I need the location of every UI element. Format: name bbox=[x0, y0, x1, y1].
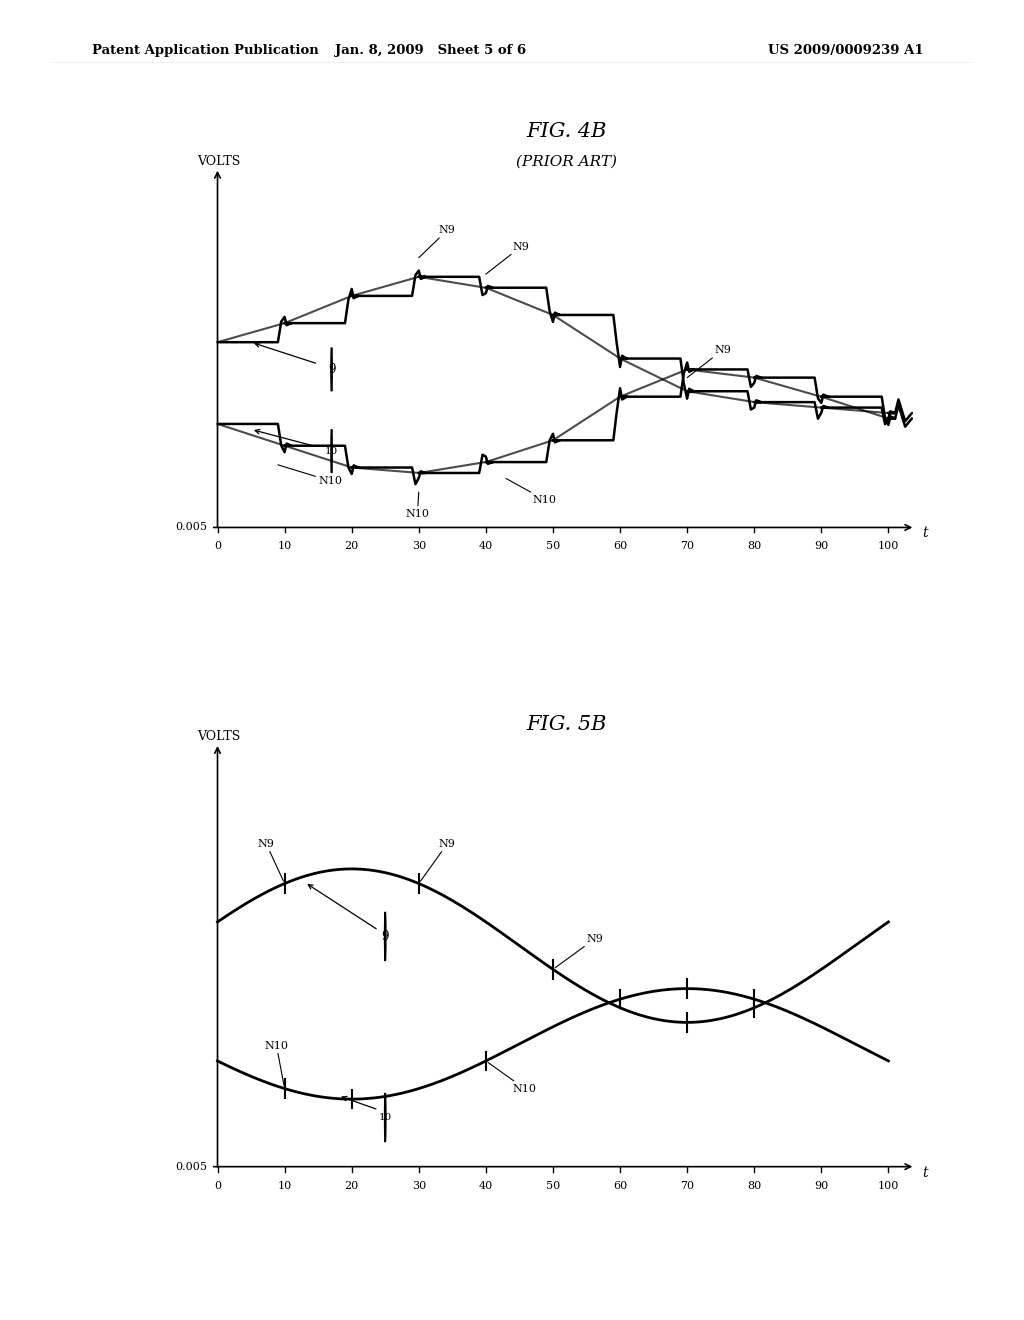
Text: 90: 90 bbox=[814, 1181, 828, 1192]
Text: 20: 20 bbox=[344, 1181, 358, 1192]
Text: (PRIOR ART): (PRIOR ART) bbox=[516, 154, 616, 168]
Text: N10: N10 bbox=[506, 478, 557, 506]
Text: 60: 60 bbox=[613, 541, 627, 550]
Text: 40: 40 bbox=[479, 1181, 493, 1192]
Text: FIG. 5B: FIG. 5B bbox=[526, 715, 606, 734]
Text: Jan. 8, 2009   Sheet 5 of 6: Jan. 8, 2009 Sheet 5 of 6 bbox=[335, 44, 525, 57]
Text: 50: 50 bbox=[546, 1181, 560, 1192]
Text: VOLTS: VOLTS bbox=[198, 730, 241, 743]
Text: 90: 90 bbox=[814, 541, 828, 550]
Text: N9: N9 bbox=[419, 226, 456, 257]
Text: 10: 10 bbox=[325, 446, 338, 455]
Text: FIG. 4B: FIG. 4B bbox=[526, 121, 606, 141]
Text: 10: 10 bbox=[379, 1113, 392, 1122]
Text: N9: N9 bbox=[421, 838, 456, 882]
Text: 0: 0 bbox=[214, 1181, 221, 1192]
Text: t: t bbox=[922, 1166, 928, 1180]
Text: 9: 9 bbox=[382, 929, 389, 942]
Text: 0.005: 0.005 bbox=[175, 523, 208, 532]
Text: 0.005: 0.005 bbox=[175, 1162, 208, 1172]
Text: 50: 50 bbox=[546, 541, 560, 550]
Text: 80: 80 bbox=[748, 541, 762, 550]
Text: US 2009/0009239 A1: US 2009/0009239 A1 bbox=[768, 44, 924, 57]
Text: N10: N10 bbox=[488, 1063, 537, 1094]
Text: 10: 10 bbox=[278, 541, 292, 550]
Text: t: t bbox=[922, 525, 928, 540]
Text: Patent Application Publication: Patent Application Publication bbox=[92, 44, 318, 57]
Text: 10: 10 bbox=[278, 1181, 292, 1192]
Text: 70: 70 bbox=[680, 541, 694, 550]
Text: 0: 0 bbox=[214, 541, 221, 550]
Text: N9: N9 bbox=[687, 345, 731, 378]
Text: 20: 20 bbox=[344, 541, 358, 550]
Text: 30: 30 bbox=[412, 1181, 426, 1192]
Text: N9: N9 bbox=[258, 838, 284, 880]
Text: N10: N10 bbox=[264, 1040, 289, 1086]
Text: N9: N9 bbox=[555, 933, 603, 968]
Text: N10: N10 bbox=[406, 492, 429, 519]
Text: 30: 30 bbox=[412, 541, 426, 550]
Text: N10: N10 bbox=[278, 465, 342, 486]
Text: N9: N9 bbox=[485, 242, 529, 275]
Text: 60: 60 bbox=[613, 1181, 627, 1192]
Text: 9: 9 bbox=[328, 363, 335, 376]
Text: 80: 80 bbox=[748, 1181, 762, 1192]
Text: 100: 100 bbox=[878, 1181, 899, 1192]
Text: 40: 40 bbox=[479, 541, 493, 550]
Text: 100: 100 bbox=[878, 541, 899, 550]
Text: 70: 70 bbox=[680, 1181, 694, 1192]
Text: VOLTS: VOLTS bbox=[198, 154, 241, 168]
